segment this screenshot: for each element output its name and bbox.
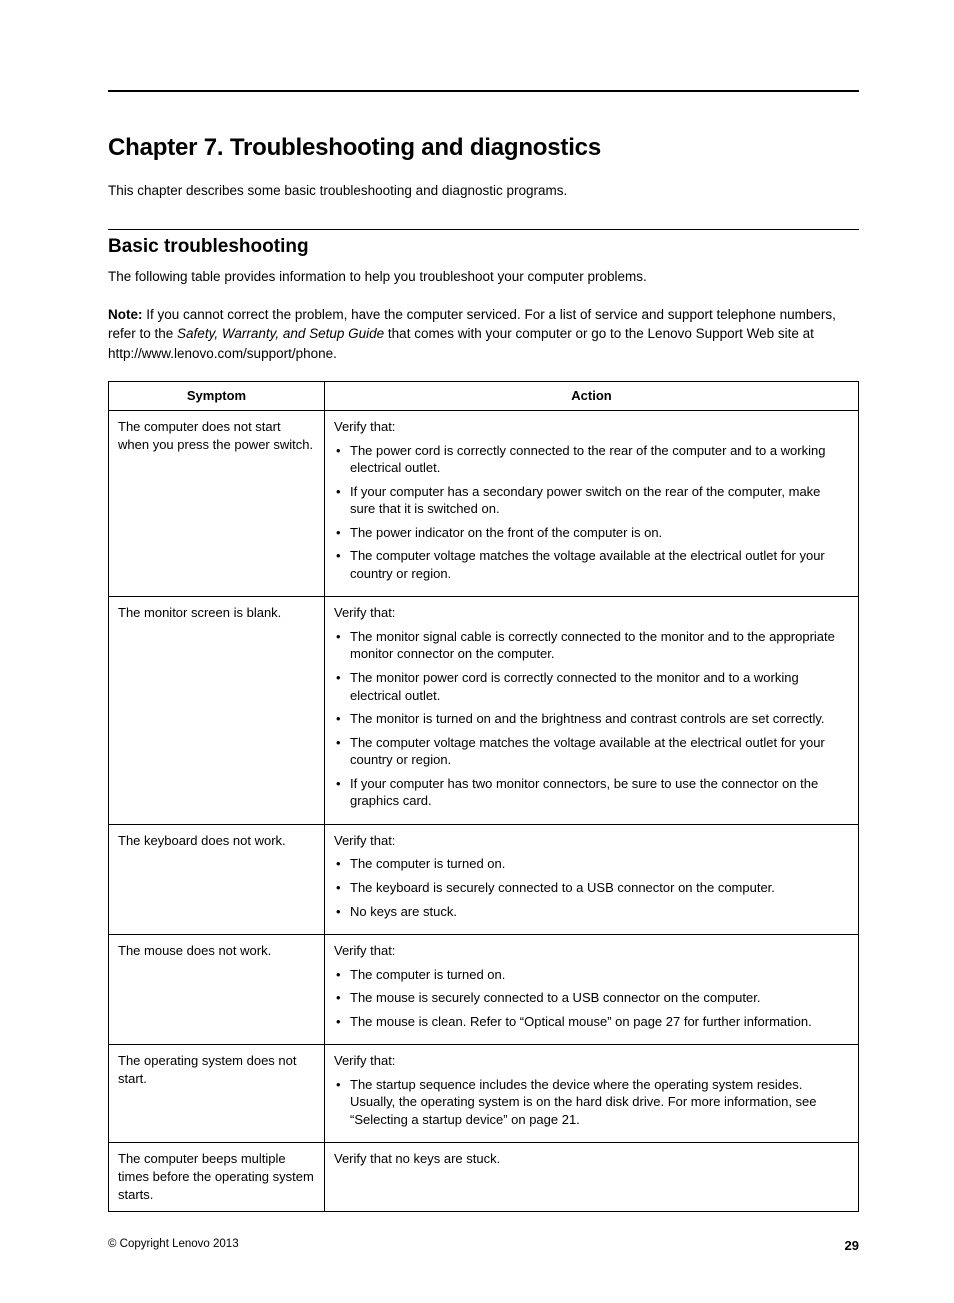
action-item: The power indicator on the front of the … bbox=[334, 524, 849, 542]
action-list: The startup sequence includes the device… bbox=[334, 1076, 849, 1129]
action-item: The power cord is correctly connected to… bbox=[334, 442, 849, 477]
action-item: The mouse is clean. Refer to “Optical mo… bbox=[334, 1013, 849, 1031]
chapter-title: Chapter 7. Troubleshooting and diagnosti… bbox=[108, 134, 859, 162]
table-row: The computer does not start when you pre… bbox=[109, 411, 859, 597]
header-symptom: Symptom bbox=[109, 382, 325, 411]
action-cell: Verify that: The power cord is correctly … bbox=[325, 411, 859, 597]
action-item: The computer voltage matches the voltage… bbox=[334, 547, 849, 582]
section-intro: The following table provides information… bbox=[108, 268, 859, 287]
note-block: Note: If you cannot correct the problem,… bbox=[108, 305, 859, 364]
action-cell: Verify that: The monitor signal cable is … bbox=[325, 597, 859, 824]
symptom-cell: The mouse does not work. bbox=[109, 935, 325, 1045]
table-row: The mouse does not work. Verify that: The … bbox=[109, 935, 859, 1045]
verify-text: Verify that: bbox=[334, 418, 849, 436]
section-rule bbox=[108, 229, 859, 230]
copyright-text: © Copyright Lenovo 2013 bbox=[108, 1238, 239, 1253]
verify-text: Verify that: bbox=[334, 604, 849, 622]
action-item: No keys are stuck. bbox=[334, 903, 849, 921]
verify-text: Verify that: bbox=[334, 1052, 849, 1070]
table-row: The operating system does not start.Veri… bbox=[109, 1045, 859, 1143]
symptom-cell: The operating system does not start. bbox=[109, 1045, 325, 1143]
action-item: The keyboard is securely connected to a … bbox=[334, 879, 849, 897]
troubleshooting-table: Symptom Action The computer does not sta… bbox=[108, 381, 859, 1212]
verify-text: Verify that no keys are stuck. bbox=[334, 1150, 849, 1168]
table-header-row: Symptom Action bbox=[109, 382, 859, 411]
page-number: 29 bbox=[845, 1238, 859, 1253]
action-item: The computer voltage matches the voltage… bbox=[334, 734, 849, 769]
action-cell: Verify that:The computer is turned on.Th… bbox=[325, 935, 859, 1045]
action-item: If your computer has two monitor connect… bbox=[334, 775, 849, 810]
table-row: The computer beeps multiple times before… bbox=[109, 1143, 859, 1212]
action-item: The monitor signal cable is correctly co… bbox=[334, 628, 849, 663]
action-cell: Verify that no keys are stuck. bbox=[325, 1143, 859, 1212]
action-item: The startup sequence includes the device… bbox=[334, 1076, 849, 1129]
action-list: The monitor signal cable is correctly co… bbox=[334, 628, 849, 810]
table-row: The monitor screen is blank.Verify that:… bbox=[109, 597, 859, 824]
symptom-cell: The monitor screen is blank. bbox=[109, 597, 325, 824]
action-item: The monitor power cord is correctly conn… bbox=[334, 669, 849, 704]
action-cell: Verify that: The startup sequence include… bbox=[325, 1045, 859, 1143]
header-action: Action bbox=[325, 382, 859, 411]
symptom-cell: The computer does not start when you pre… bbox=[109, 411, 325, 597]
note-text-italic: Safety, Warranty, and Setup Guide bbox=[177, 326, 384, 341]
action-item: The computer is turned on. bbox=[334, 855, 849, 873]
table-row: The keyboard does not work. Verify that: T… bbox=[109, 824, 859, 934]
page-footer: © Copyright Lenovo 2013 29 bbox=[108, 1238, 859, 1253]
action-item: The monitor is turned on and the brightn… bbox=[334, 710, 849, 728]
action-list: The power cord is correctly connected to… bbox=[334, 442, 849, 583]
action-item: The mouse is securely connected to a USB… bbox=[334, 989, 849, 1007]
section-title: Basic troubleshooting bbox=[108, 236, 859, 258]
top-rule bbox=[108, 90, 859, 92]
verify-text: Verify that: bbox=[334, 942, 849, 960]
action-item: The computer is turned on. bbox=[334, 966, 849, 984]
symptom-cell: The keyboard does not work. bbox=[109, 824, 325, 934]
action-list: The computer is turned on. The mouse is s… bbox=[334, 966, 849, 1031]
note-label: Note: bbox=[108, 307, 143, 322]
action-cell: Verify that:The computer is turned on.Th… bbox=[325, 824, 859, 934]
symptom-cell: The computer beeps multiple times before… bbox=[109, 1143, 325, 1212]
chapter-intro: This chapter describes some basic troubl… bbox=[108, 182, 859, 201]
verify-text: Verify that: bbox=[334, 832, 849, 850]
action-list: The computer is turned on. The keyboard i… bbox=[334, 855, 849, 920]
action-item: If your computer has a secondary power s… bbox=[334, 483, 849, 518]
